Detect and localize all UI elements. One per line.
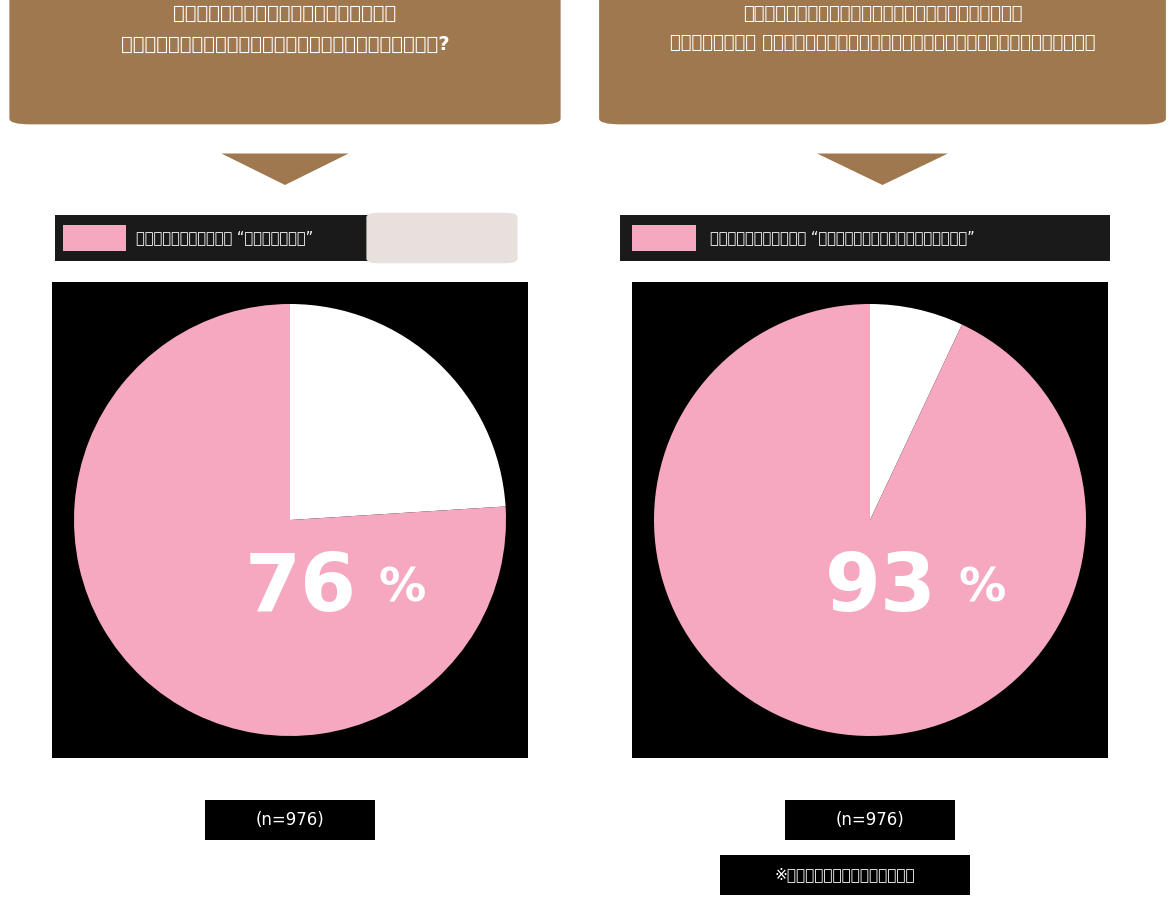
Polygon shape xyxy=(817,153,947,185)
FancyBboxPatch shape xyxy=(205,800,375,840)
Text: ผู้ที่เลือก “ส่วนผสม”: ผู้ที่เลือก “ส่วนผสม” xyxy=(136,230,314,245)
Bar xyxy=(632,282,1108,758)
Bar xyxy=(53,282,528,758)
Text: ※ตอบถามโดยศาราย: ※ตอบถามโดยศาราย xyxy=(775,868,916,882)
FancyBboxPatch shape xyxy=(632,225,696,251)
FancyBboxPatch shape xyxy=(367,213,518,264)
Text: (n=976): (n=976) xyxy=(255,811,324,829)
FancyBboxPatch shape xyxy=(720,855,970,895)
FancyBboxPatch shape xyxy=(600,0,1166,124)
Text: %: % xyxy=(378,567,426,611)
FancyBboxPatch shape xyxy=(785,800,956,840)
FancyBboxPatch shape xyxy=(55,215,379,261)
FancyBboxPatch shape xyxy=(9,0,561,124)
Text: %: % xyxy=(959,567,1006,611)
Wedge shape xyxy=(290,304,506,520)
FancyBboxPatch shape xyxy=(619,215,1110,261)
Polygon shape xyxy=(221,153,349,185)
Wedge shape xyxy=(74,304,506,736)
Text: 76: 76 xyxy=(245,550,357,628)
Text: ผู้ที่เลือก “ส่วนผสมสังเคราะห์”: ผู้ที่เลือก “ส่วนผสมสังเคราะห์” xyxy=(710,230,975,245)
Text: คุณพยายามหลีกเลี่ยงส่วนผสม
อะไรบ้าง เมื่อเลือกยาสีฟันสำหรับเด็กการก: คุณพยายามหลีกเลี่ยงส่วนผสม อะไรบ้าง เมื่… xyxy=(670,5,1095,53)
Text: สิ่งสำคัญในการเลือก
ยาสีฟันให้ลูกน้อยมีอะไรบ้าง?: สิ่งสำคัญในการเลือก ยาสีฟันให้ลูกน้อยมีอ… xyxy=(121,4,450,53)
Wedge shape xyxy=(870,304,961,520)
Text: 93: 93 xyxy=(824,550,937,628)
Wedge shape xyxy=(653,304,1086,736)
Text: (n=976): (n=976) xyxy=(836,811,904,829)
FancyBboxPatch shape xyxy=(63,225,126,251)
